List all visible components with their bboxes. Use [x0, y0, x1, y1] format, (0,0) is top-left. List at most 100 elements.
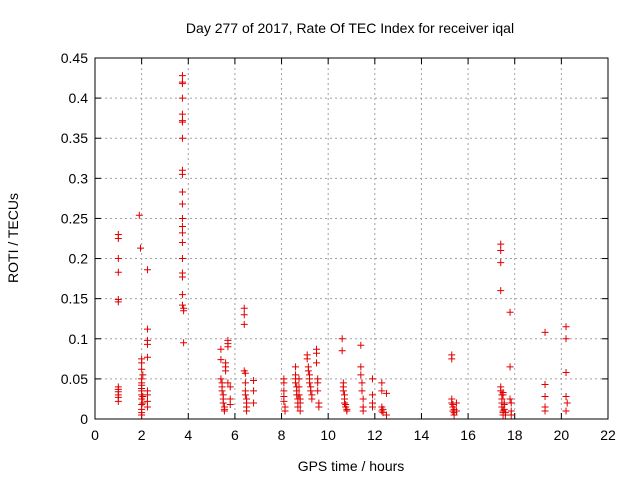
data-point [250, 387, 258, 395]
x-tick-label: 0 [91, 427, 99, 443]
data-point [541, 381, 549, 389]
data-point [178, 94, 186, 102]
data-point [562, 393, 570, 401]
data-point [217, 345, 225, 353]
data-point [378, 387, 386, 395]
data-point [178, 170, 186, 178]
data-point [315, 403, 323, 411]
data-points [114, 72, 571, 419]
data-point [240, 311, 248, 319]
data-point [308, 395, 316, 403]
data-point [292, 363, 300, 371]
axis-ticks [94, 57, 609, 420]
data-point [114, 298, 122, 306]
data-point [143, 403, 151, 411]
data-point [499, 391, 507, 399]
data-point [358, 387, 366, 395]
data-point [295, 391, 303, 399]
data-point [507, 411, 515, 419]
data-point [138, 411, 146, 419]
data-point [448, 355, 456, 363]
data-point [382, 389, 390, 397]
data-point [226, 383, 234, 391]
data-point [501, 409, 509, 417]
data-point [314, 387, 322, 395]
data-point [452, 399, 460, 407]
x-tick-label: 6 [231, 427, 239, 443]
data-point [219, 399, 227, 407]
x-tick-label: 2 [138, 427, 146, 443]
data-point [178, 273, 186, 281]
data-point [143, 391, 151, 399]
data-point [217, 375, 225, 383]
y-tick-label: 0.1 [69, 331, 89, 347]
data-point [178, 200, 186, 208]
data-point [138, 359, 146, 367]
data-point [178, 72, 186, 80]
y-tick-label: 0.45 [61, 50, 88, 66]
data-point [178, 118, 186, 126]
data-point [280, 379, 288, 387]
data-point [178, 291, 186, 299]
data-point [114, 255, 122, 263]
data-point [506, 363, 514, 371]
data-point [143, 353, 151, 361]
data-point [378, 379, 386, 387]
data-point [243, 407, 251, 415]
data-point [241, 369, 249, 377]
x-tick-label: 10 [320, 427, 336, 443]
data-point [562, 368, 570, 376]
data-point [341, 399, 349, 407]
data-point [139, 393, 147, 401]
data-point [358, 379, 366, 387]
y-axis-label: ROTI / TECUs [5, 193, 21, 283]
data-point [296, 399, 304, 407]
data-point [139, 371, 147, 379]
data-point [497, 247, 505, 255]
data-point [314, 379, 322, 387]
data-point [222, 367, 230, 375]
x-tick-label: 12 [367, 427, 383, 443]
data-point [338, 335, 346, 343]
data-point [136, 244, 144, 252]
data-point [339, 387, 347, 395]
x-axis-label: GPS time / hours [298, 458, 405, 474]
data-point [178, 134, 186, 142]
data-point [500, 399, 508, 407]
data-point [359, 407, 367, 415]
data-point [306, 379, 314, 387]
data-point [378, 407, 386, 415]
data-point [241, 391, 249, 399]
data-point [143, 266, 151, 274]
data-point [452, 407, 460, 415]
data-point [241, 379, 249, 387]
data-point [178, 214, 186, 222]
plot-frame [94, 57, 609, 420]
data-point [368, 403, 376, 411]
data-point [240, 304, 248, 312]
data-point [541, 393, 549, 401]
x-tick-labels: 0 2 4 6 8 10 12 14 16 18 20 22 [91, 427, 616, 443]
y-tick-label: 0.05 [61, 371, 88, 387]
data-point [307, 387, 315, 395]
data-point [357, 341, 365, 349]
data-point [143, 340, 151, 348]
data-point [114, 268, 122, 276]
x-tick-label: 22 [600, 427, 616, 443]
x-tick-label: 20 [554, 427, 570, 443]
data-point [357, 371, 365, 379]
y-tick-label: 0 [80, 411, 88, 427]
data-point [382, 411, 390, 419]
y-tick-label: 0.4 [69, 90, 89, 106]
data-point [180, 339, 188, 347]
data-point [178, 255, 186, 263]
data-point [250, 399, 258, 407]
x-tick-label: 14 [414, 427, 430, 443]
y-tick-label: 0.15 [61, 291, 88, 307]
data-point [218, 387, 226, 395]
data-point [368, 391, 376, 399]
x-tick-label: 8 [278, 427, 286, 443]
data-point [240, 320, 248, 328]
y-tick-label: 0.35 [61, 130, 88, 146]
chart-title: Day 277 of 2017, Rate Of TEC Index for r… [186, 20, 514, 36]
